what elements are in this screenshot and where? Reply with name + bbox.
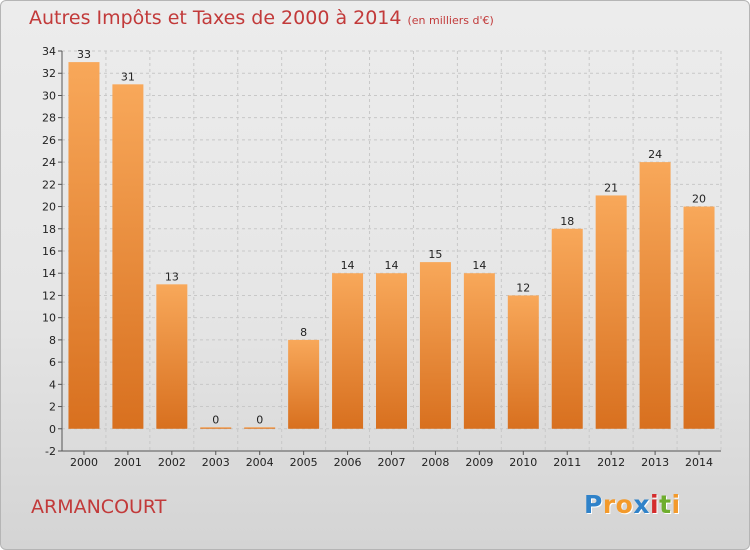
bar — [551, 228, 583, 429]
y-tick-label: 16 — [42, 245, 56, 258]
y-tick-label: 24 — [42, 156, 56, 169]
logo-letter: t — [659, 490, 672, 519]
bar-value-label: 14 — [385, 259, 399, 272]
bar — [244, 427, 276, 429]
bar — [463, 273, 495, 429]
y-tick-label: 28 — [42, 112, 56, 125]
y-tick-label: 4 — [49, 378, 56, 391]
bar — [332, 273, 364, 429]
x-tick-label: 2005 — [290, 456, 318, 469]
x-tick-label: 2008 — [421, 456, 449, 469]
y-tick-label: 26 — [42, 134, 56, 147]
y-tick-label: 32 — [42, 67, 56, 80]
x-tick-label: 2011 — [553, 456, 581, 469]
bar — [112, 84, 144, 429]
logo-letter: o — [615, 490, 634, 519]
bar-value-label: 15 — [428, 248, 442, 261]
bar — [683, 206, 715, 429]
logo-letter: i — [671, 490, 681, 519]
bar-value-label: 13 — [165, 270, 179, 283]
logo-letter: P — [584, 490, 603, 519]
logo-letter: x — [633, 490, 650, 519]
x-tick-label: 2009 — [465, 456, 493, 469]
bar-value-label: 31 — [121, 70, 135, 83]
bar — [200, 427, 232, 429]
logo-letter: i — [650, 490, 660, 519]
x-tick-label: 2013 — [641, 456, 669, 469]
y-tick-label: 18 — [42, 223, 56, 236]
logo-letter: r — [602, 490, 616, 519]
bar-value-label: 20 — [692, 193, 706, 206]
x-tick-label: 2002 — [158, 456, 186, 469]
bar — [419, 262, 451, 429]
bar-value-label: 21 — [604, 181, 618, 194]
bar — [288, 339, 320, 429]
x-tick-label: 2001 — [114, 456, 142, 469]
bar — [595, 195, 627, 429]
x-tick-label: 2006 — [334, 456, 362, 469]
chart-title: Autres Impôts et Taxes de 2000 à 2014 (en… — [29, 7, 494, 29]
y-tick-label: 14 — [42, 267, 56, 280]
bar-value-label: 33 — [77, 48, 91, 61]
x-tick-label: 2000 — [70, 456, 98, 469]
x-tick-label: 2010 — [509, 456, 537, 469]
y-tick-label: 10 — [42, 312, 56, 325]
bar-value-label: 0 — [256, 413, 263, 426]
y-tick-label: 34 — [42, 45, 56, 58]
x-tick-label: 2007 — [378, 456, 406, 469]
bar-value-label: 14 — [341, 259, 355, 272]
proxiti-logo[interactable]: Proxiti — [584, 490, 681, 519]
bar — [639, 162, 671, 429]
bar-value-label: 12 — [516, 281, 530, 294]
y-tick-label: 22 — [42, 178, 56, 191]
bar — [507, 295, 539, 429]
y-tick-label: 30 — [42, 89, 56, 102]
bar-value-label: 14 — [472, 259, 486, 272]
commune-name: ARMANCOURT — [31, 496, 167, 518]
y-tick-label: 20 — [42, 201, 56, 214]
x-tick-label: 2003 — [202, 456, 230, 469]
bar-value-label: 18 — [560, 215, 574, 228]
bar-value-label: 0 — [212, 413, 219, 426]
x-tick-label: 2012 — [597, 456, 625, 469]
x-tick-label: 2014 — [685, 456, 713, 469]
chart-subtitle: (en milliers d'€) — [407, 14, 494, 27]
bar — [156, 284, 188, 429]
x-tick-label: 2004 — [246, 456, 274, 469]
y-tick-label: -2 — [45, 445, 56, 458]
y-tick-label: 2 — [49, 401, 56, 414]
bar — [68, 62, 100, 429]
y-tick-label: 6 — [49, 356, 56, 369]
y-tick-label: 12 — [42, 289, 56, 302]
bar-value-label: 24 — [648, 148, 662, 161]
y-tick-label: 8 — [49, 334, 56, 347]
y-tick-label: 0 — [49, 423, 56, 436]
bar-value-label: 8 — [300, 326, 307, 339]
bar — [376, 273, 407, 429]
